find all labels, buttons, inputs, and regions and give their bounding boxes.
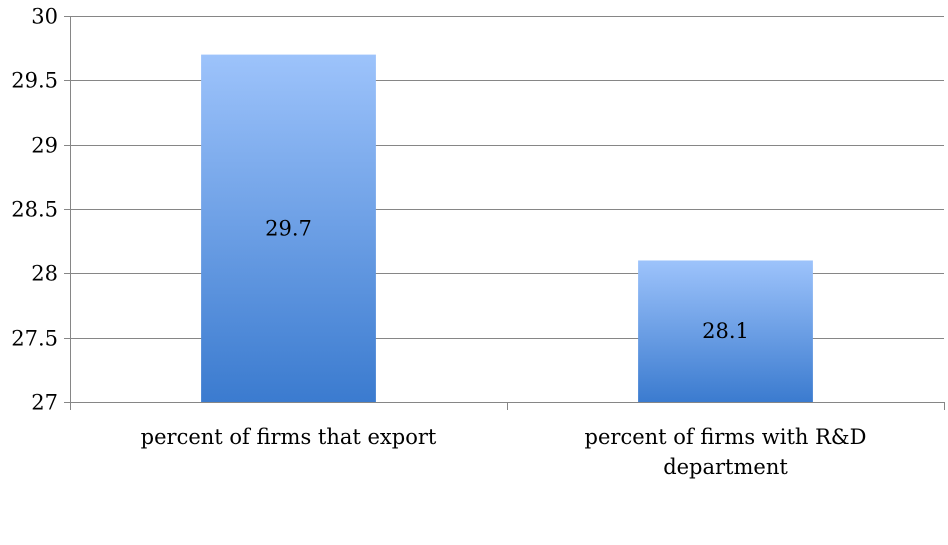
y-tick-label: 27.5: [11, 327, 58, 351]
axes: [64, 16, 945, 410]
data-label: 28.1: [702, 319, 749, 343]
y-tick-label: 30: [31, 5, 58, 29]
x-category-label: percent of firms that export: [141, 425, 437, 449]
y-tick-label: 27: [31, 391, 58, 415]
y-tick-label: 28: [31, 262, 58, 286]
y-tick-label: 29: [31, 134, 58, 158]
x-category-label: percent of firms with R&D department: [585, 425, 867, 479]
data-label: 29.7: [265, 216, 312, 240]
bar: [638, 260, 813, 402]
labels: 27 27.5 28 28.5 29 29.5 30 29.7 percent of firms…: [11, 5, 866, 480]
y-tick-label: 29.5: [11, 69, 58, 93]
y-tick-label: 28.5: [11, 198, 58, 222]
bar: [201, 54, 376, 402]
bars: [201, 54, 813, 402]
